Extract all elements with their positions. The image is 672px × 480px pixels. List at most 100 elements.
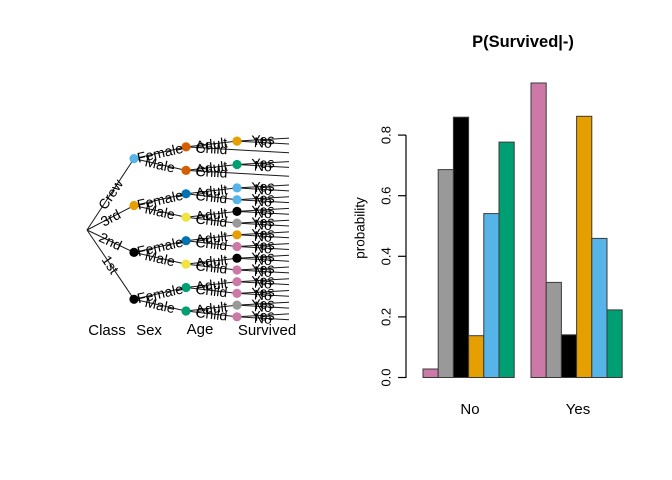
bar-skyblue-group-no: [483, 213, 500, 378]
barplot-title: P(Survived|-): [472, 33, 574, 51]
tree-edge-label-1st-female-child-no: No: [254, 286, 273, 303]
tree-edge-label-2nd-female-adult: Adult: [195, 228, 229, 248]
tree-edge-1st-male-child-no: [236, 316, 290, 321]
tree-edge-label-3rd-male-adult: Adult: [195, 205, 229, 225]
tree-edge-label-3rd-male: Male: [143, 200, 176, 222]
tree-dots-layer: [129, 136, 242, 322]
tree-axis-label-age: Age: [187, 321, 214, 338]
tree-node-2nd: [129, 247, 139, 257]
tree-node-3rd: [129, 200, 139, 211]
tree-edge-label-crew-male-adult: Adult: [195, 158, 229, 178]
tree-edge-3rd-male-child-no: [236, 222, 290, 227]
tree-edge-1st-female-adult-yes: [236, 278, 290, 283]
tree-edge-label-3rd-male-adult-yes: Yes: [251, 201, 275, 218]
tree-edge-label-3rd-female-child-no: No: [254, 193, 273, 210]
tree-node-3rd-male: [181, 212, 191, 222]
tree-edge-crew-female: [133, 146, 187, 160]
bar-orange-group-no: [468, 335, 485, 379]
y-tick-label-0.4: 0.4: [379, 247, 394, 265]
tree-edge-3rd-female-child: [185, 193, 238, 201]
tree-edge-2nd-male-adult: [185, 257, 238, 265]
tree-edge-label-1st-male-child: Child: [195, 304, 229, 324]
barplot-layer: [398, 82, 623, 379]
tree-edge-label-2nd-female-child-no: No: [254, 240, 273, 257]
bar-black-group-no: [452, 116, 470, 378]
tree-edge-label-2nd-male-adult: Adult: [195, 251, 229, 271]
tree-edge-2nd-male-child-no: [236, 269, 290, 274]
tree-edge-label-1st-male-adult-no: No: [254, 298, 273, 315]
tree-edge-1st-male-child: [185, 310, 238, 318]
tree-edge-label-1st-male-adult: Adult: [195, 298, 229, 318]
tree-edge-crew-male-adult: [185, 164, 238, 171]
tree-edge-3rd-male: [133, 205, 187, 218]
tree-edge-label-3rd-female-child-yes: Yes: [251, 190, 275, 207]
tree-edge-3rd: [86, 205, 135, 231]
tree-node-2nd-male: [181, 259, 191, 269]
tree-edge-label-2nd-female-child-yes: Yes: [251, 236, 275, 253]
tree-edge-label-3rd-male-child-yes: Yes: [251, 213, 275, 230]
tree-edge-2nd-female-child-yes: [236, 243, 290, 247]
tree-axis-label-sex: Sex: [136, 322, 162, 339]
tree-edge-label-2nd-male-child: Child: [195, 257, 229, 277]
tree-edge-3rd-female-child-yes: [236, 196, 290, 201]
tree-edge-crew-female-adult: [185, 140, 238, 148]
tree-node-2nd-female-child: [232, 241, 242, 252]
tree-edge-crew-female-child: [185, 146, 290, 154]
tree-node-crew: [129, 154, 139, 164]
tree-edge-label-crew-male-child: Child: [195, 163, 228, 181]
y-tick-label-0.6: 0.6: [379, 187, 394, 205]
tree-node-crew-male-adult: [232, 159, 242, 170]
tree-edge-2nd-female-child: [185, 240, 238, 247]
tree-edge-2nd-male-adult-yes: [236, 254, 290, 259]
tree-node-1st-female-adult: [232, 277, 242, 287]
tree-edge-1st: [86, 229, 135, 300]
tree-edge-3rd-male-adult: [185, 210, 238, 218]
tree-edge-3rd-female-child-no: [236, 199, 290, 204]
tree-edge-label-1st: 1st: [99, 252, 123, 277]
tree-edge-2nd-female: [133, 240, 187, 253]
tree-node-crew-female-adult: [232, 136, 242, 146]
tree-edge-1st-male-child-yes: [236, 313, 290, 318]
tree-edges-layer: [86, 137, 290, 321]
tree-edge-1st-female-child-yes: [236, 290, 290, 294]
bar-green-group-no: [498, 141, 515, 378]
bar-gray-group-no: [437, 169, 454, 378]
tree-edge-crew-male-adult-yes: [236, 161, 290, 165]
tree-edge-crew-male: [133, 158, 187, 171]
tree-edge-label-crew-male: Male: [143, 153, 176, 175]
tree-edge-label-3rd-female-child: Child: [195, 187, 229, 207]
tree-edge-label-crew: Crew: [95, 176, 127, 213]
tree-edge-3rd-female-adult-yes: [236, 184, 290, 189]
tree-edge-crew-female-adult-yes: [236, 137, 290, 142]
tree-edge-1st-male: [133, 298, 187, 312]
tree-edge-2nd-male-child: [185, 263, 238, 271]
tree-edge-1st-female-child: [185, 287, 238, 294]
tree-edge-label-1st-female-adult-no: No: [254, 275, 273, 292]
y-tick-label-0.0: 0.0: [379, 368, 394, 386]
tree-edge-crew-female-adult-no: [236, 140, 290, 145]
tree-edge-label-1st-female-child: Child: [195, 281, 229, 301]
tree-edge-label-3rd-female-adult-yes: Yes: [251, 178, 275, 195]
tree-axis-label-class: Class: [88, 322, 126, 339]
tree-edge-1st-female: [133, 287, 187, 300]
tree-edge-label-1st-female-adult-yes: Yes: [251, 272, 275, 289]
tree-node-1st-male-adult: [232, 300, 242, 310]
y-tick-label-0.2: 0.2: [379, 308, 394, 326]
tree-edge-3rd-female-adult: [185, 187, 238, 195]
tree-edge-label-1st-male-adult-yes: Yes: [251, 295, 275, 312]
tree-edge-label-crew-female-adult-no: No: [254, 134, 273, 151]
tree-edge-label-2nd-female-child: Child: [195, 234, 229, 254]
tree-edge-crew: [86, 158, 135, 231]
tree-node-1st-male-child: [232, 312, 242, 322]
tree-edge-label-crew-female-adult: Adult: [195, 134, 229, 154]
tree-edge-label-3rd: 3rd: [98, 206, 123, 230]
tree-edge-1st-female-child-no: [236, 292, 290, 297]
y-axis-title: probability: [353, 197, 368, 259]
tree-node-1st-male: [181, 306, 191, 316]
x-axis-label-no: No: [460, 401, 479, 418]
tree-edge-label-crew-female-child: Child: [195, 139, 228, 157]
tree-node-3rd-male-adult: [232, 206, 242, 216]
tree-edge-3rd-male-child: [185, 216, 238, 224]
